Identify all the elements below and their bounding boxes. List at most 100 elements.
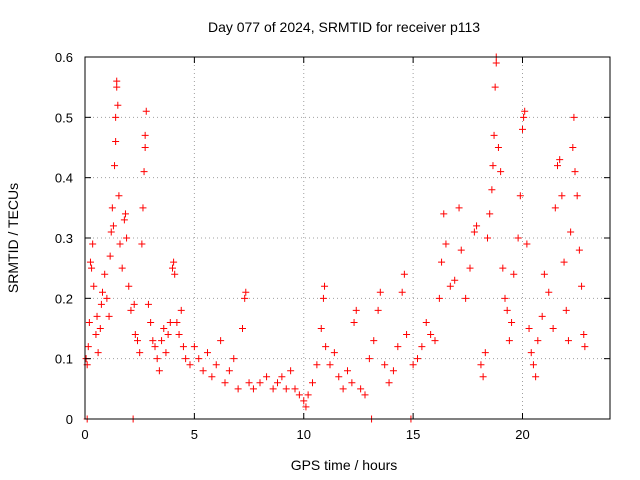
data-point xyxy=(466,264,474,272)
data-point xyxy=(339,385,347,393)
data-point xyxy=(575,246,583,254)
data-point xyxy=(164,331,172,339)
data-point xyxy=(505,337,513,345)
data-point xyxy=(186,361,194,369)
data-point xyxy=(245,379,253,387)
y-axis-label: SRMTID / TECUs xyxy=(5,183,21,293)
data-point xyxy=(162,349,170,357)
data-point xyxy=(116,240,124,248)
data-point xyxy=(114,101,122,109)
data-point xyxy=(131,331,139,339)
y-tick-label: 0.5 xyxy=(55,110,73,125)
data-point xyxy=(105,312,113,320)
data-point xyxy=(115,192,123,200)
data-point xyxy=(440,210,448,218)
data-point xyxy=(195,355,203,363)
data-point xyxy=(578,282,586,290)
data-point xyxy=(488,186,496,194)
data-point xyxy=(160,325,168,332)
data-point xyxy=(400,270,408,278)
data-point xyxy=(118,264,126,272)
data-point xyxy=(155,367,163,375)
data-point xyxy=(123,234,131,242)
data-point xyxy=(295,391,303,399)
data-point xyxy=(394,343,402,351)
data-point xyxy=(525,325,533,332)
y-ticks: 0 0.1 0.2 0.3 0.4 0.5 0.6 xyxy=(55,50,610,427)
x-tick-label: 15 xyxy=(406,427,420,442)
data-point xyxy=(177,306,185,314)
data-point xyxy=(101,270,109,278)
data-point xyxy=(365,355,373,363)
data-point xyxy=(455,204,463,212)
data-point xyxy=(89,240,97,248)
data-point xyxy=(532,373,540,381)
data-point xyxy=(527,349,535,357)
data-point xyxy=(300,397,308,405)
data-point xyxy=(86,258,94,266)
data-point xyxy=(344,367,351,375)
data-point xyxy=(335,373,343,381)
data-point xyxy=(166,318,174,326)
data-point xyxy=(225,367,233,375)
data-point xyxy=(93,312,101,320)
data-point xyxy=(125,282,133,290)
data-point xyxy=(169,264,176,272)
x-axis-label: GPS time / hours xyxy=(291,457,398,473)
data-point xyxy=(208,373,216,381)
data-point xyxy=(147,318,155,326)
data-point xyxy=(538,312,546,320)
data-point xyxy=(291,385,299,393)
data-point xyxy=(309,379,316,387)
data-point xyxy=(462,294,470,302)
data-point xyxy=(494,144,502,151)
data-point xyxy=(490,131,498,139)
data-point xyxy=(109,222,117,230)
data-point xyxy=(217,337,225,345)
data-point xyxy=(90,282,98,290)
data-point xyxy=(242,288,250,296)
data-point xyxy=(141,144,149,151)
data-point xyxy=(313,361,321,369)
data-point xyxy=(514,234,522,242)
data-point xyxy=(234,385,242,393)
data-point xyxy=(558,192,566,200)
data-point xyxy=(510,270,518,278)
data-point xyxy=(521,107,529,115)
data-point xyxy=(431,337,439,345)
data-point xyxy=(477,361,485,369)
x-tick-label: 5 xyxy=(191,427,198,442)
x-tick-label: 0 xyxy=(81,427,88,442)
data-point xyxy=(239,325,246,332)
data-point xyxy=(520,113,528,121)
data-point xyxy=(96,325,104,332)
data-points xyxy=(82,53,589,423)
data-point xyxy=(158,337,166,345)
x-tick-label: 20 xyxy=(515,427,529,442)
data-point xyxy=(151,343,159,351)
data-point xyxy=(107,228,115,236)
data-point xyxy=(120,216,128,224)
data-point xyxy=(385,379,393,387)
y-tick-label: 0.4 xyxy=(55,171,73,186)
data-point xyxy=(106,252,114,260)
y-tick-label: 0 xyxy=(66,412,73,427)
data-point xyxy=(403,331,411,339)
data-point xyxy=(278,373,286,381)
data-point xyxy=(491,83,499,91)
data-point xyxy=(381,361,389,369)
data-point xyxy=(199,367,207,375)
data-point xyxy=(322,343,330,351)
data-point xyxy=(457,246,465,254)
data-point xyxy=(508,318,516,326)
data-point xyxy=(564,337,572,345)
data-point xyxy=(523,240,531,248)
data-point xyxy=(567,228,575,236)
data-point xyxy=(99,288,106,296)
data-point xyxy=(580,331,588,339)
data-point xyxy=(422,318,430,326)
data-point xyxy=(370,337,378,345)
data-point xyxy=(108,204,116,212)
data-point xyxy=(414,355,421,363)
data-point xyxy=(175,331,183,339)
